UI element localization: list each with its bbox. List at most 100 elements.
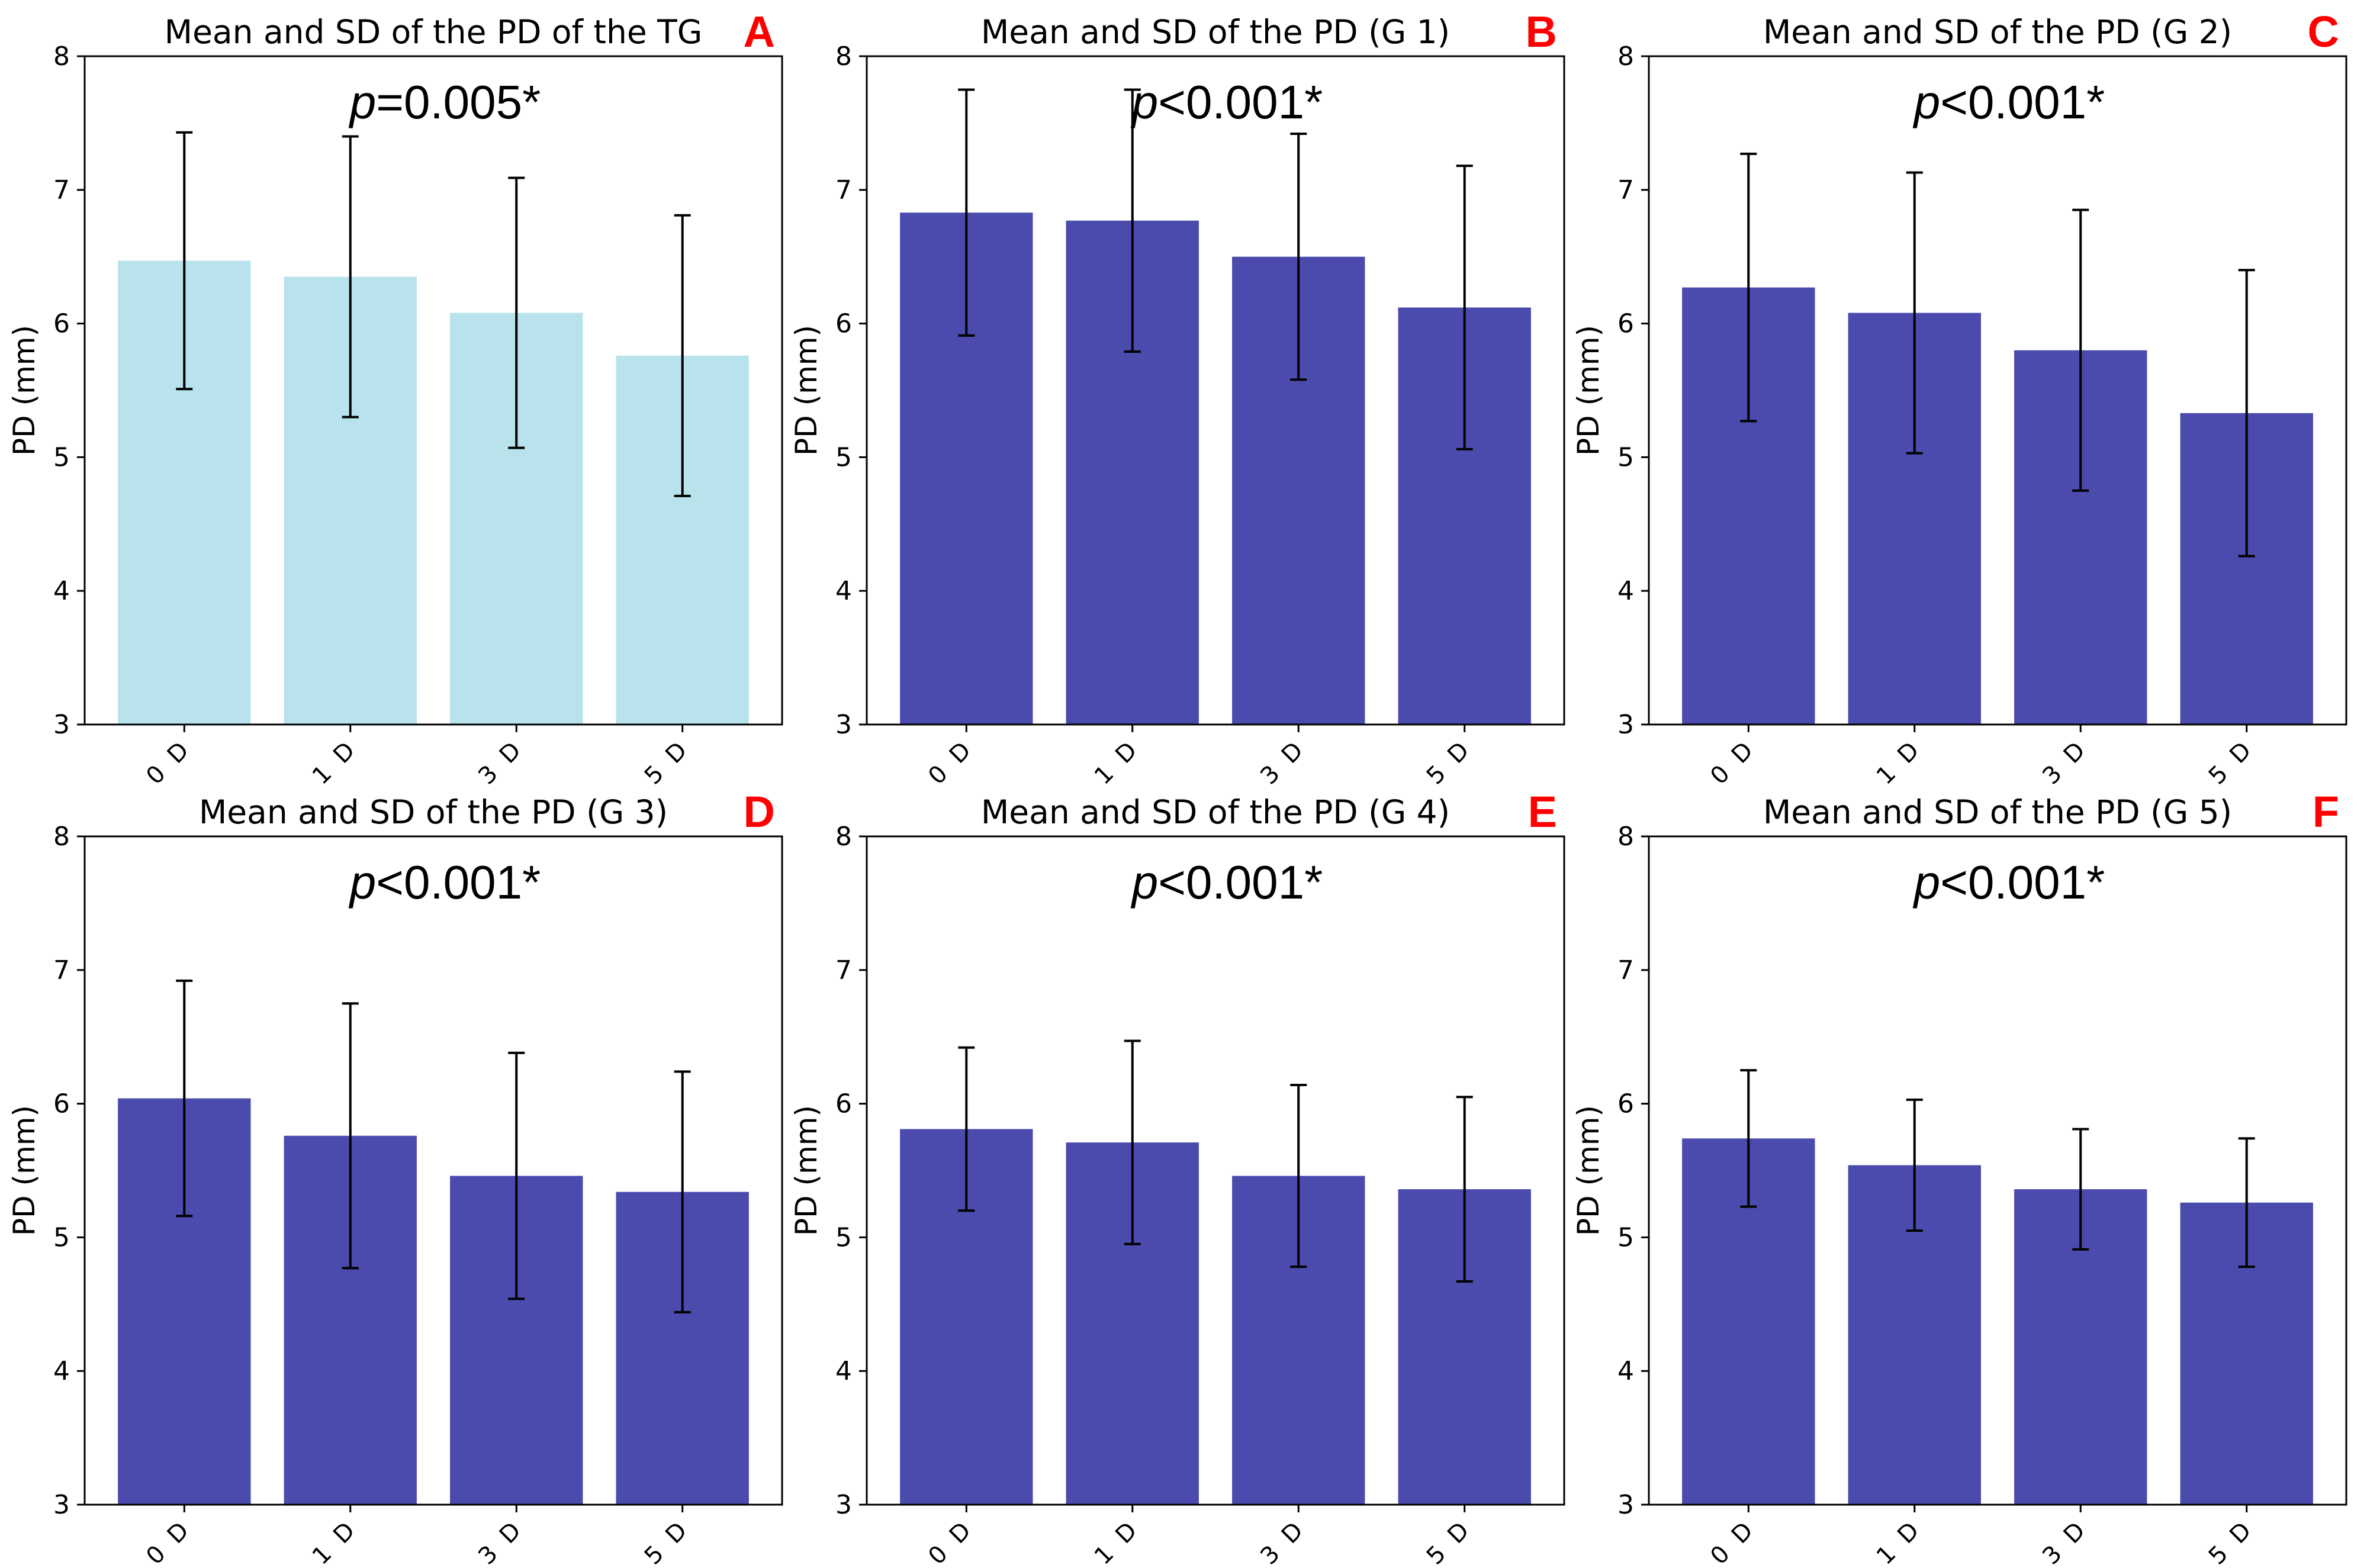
x-tick-label: 1 D [1089, 735, 1145, 790]
p-value-annotation: p<0.001* [1131, 856, 1323, 909]
p-value-symbol: p [349, 856, 377, 909]
p-value-text: <0.001* [1158, 76, 1323, 128]
y-tick-label: 7 [53, 175, 70, 205]
y-tick-label: 6 [1617, 309, 1634, 339]
y-axis-label: PD (mm) [789, 325, 824, 456]
y-tick-label: 3 [53, 1490, 70, 1520]
panel-letter: D [744, 787, 775, 836]
chart-panel-c: 0 D 1 D 3 D 5 D 3 4 5 6 7 8 PD (mm) Mean and SD of … [1571, 7, 2347, 790]
x-tick-label: 0 D [1705, 735, 1761, 790]
x-tick-label: 0 D [141, 1515, 197, 1568]
p-value-annotation: p<0.001* [1131, 76, 1323, 128]
p-value-text: <0.001* [1940, 856, 2105, 909]
y-tick-label: 4 [1617, 576, 1634, 606]
p-value-annotation: p<0.001* [349, 856, 541, 909]
y-tick-label: 7 [53, 955, 70, 986]
chart-title: Mean and SD of the PD (G 2) [1763, 13, 2232, 51]
x-tick-label: 0 D [141, 735, 197, 790]
y-axis-label: PD (mm) [1571, 1105, 1606, 1236]
y-tick-label: 5 [835, 1222, 852, 1253]
x-tick-label: 3 D [2037, 735, 2093, 790]
p-value-symbol: p [1913, 76, 1941, 128]
plot-frame [1648, 55, 2347, 726]
p-value-annotation: p<0.001* [1913, 76, 2105, 128]
x-tick-label: 5 D [2204, 1515, 2259, 1568]
chart-title: Mean and SD of the PD (G 5) [1763, 793, 2232, 831]
y-tick-label: 3 [835, 1490, 852, 1520]
panel-letter: B [1526, 7, 1557, 56]
x-tick-label: 0 D [923, 1515, 979, 1568]
y-tick-label: 4 [53, 1356, 70, 1386]
panel-letter: C [2308, 7, 2339, 56]
x-tick-label: 5 D [639, 1515, 695, 1568]
y-tick-label: 3 [835, 710, 852, 740]
chart-title: Mean and SD of the PD (G 3) [199, 793, 668, 831]
y-tick-label: 8 [53, 41, 70, 72]
x-tick-label: 5 D [1422, 1515, 1477, 1568]
x-tick-label: 0 D [923, 735, 979, 790]
x-tick-label: 5 D [1422, 735, 1477, 790]
chart-panel-d: 0 D 1 D 3 D 5 D 3 4 5 6 7 8 PD (mm) Mean and SD of … [7, 787, 783, 1568]
p-value-symbol: p [1131, 76, 1159, 128]
chart-panel-b: 0 D 1 D 3 D 5 D 3 4 5 6 7 8 PD (mm) Mean and SD of … [789, 7, 1565, 790]
chart-panel-f: 0 D 1 D 3 D 5 D 3 4 5 6 7 8 PD (mm) Mean and SD of … [1571, 787, 2347, 1568]
x-tick-label: 1 D [307, 1515, 363, 1568]
y-tick-label: 4 [1617, 1356, 1634, 1386]
y-tick-label: 4 [835, 576, 852, 606]
y-axis-label: PD (mm) [1571, 325, 1606, 456]
p-value-text: <0.001* [1940, 76, 2105, 128]
p-value-text: =0.005* [376, 76, 541, 128]
y-tick-label: 7 [835, 175, 852, 205]
y-tick-label: 8 [835, 822, 852, 852]
x-tick-label: 5 D [639, 735, 695, 790]
chart-title: Mean and SD of the PD (G 1) [981, 13, 1450, 51]
chart-title: Mean and SD of the PD of the TG [165, 13, 703, 51]
p-value-annotation: p=0.005* [349, 76, 541, 128]
x-tick-label: 3 D [1255, 1515, 1311, 1568]
panel-letter: A [744, 7, 775, 56]
x-tick-label: 1 D [1871, 1515, 1927, 1568]
x-tick-label: 3 D [473, 735, 529, 790]
y-tick-label: 3 [1617, 710, 1634, 740]
y-tick-label: 5 [1617, 1222, 1634, 1253]
y-tick-label: 7 [1617, 955, 1634, 986]
y-tick-label: 8 [53, 822, 70, 852]
plot-frame [83, 835, 783, 1506]
x-tick-label: 1 D [1871, 735, 1927, 790]
p-value-symbol: p [349, 76, 377, 128]
chart-panel-e: 0 D 1 D 3 D 5 D 3 4 5 6 7 8 PD (mm) Mean and SD of … [789, 787, 1565, 1568]
y-tick-label: 6 [53, 309, 70, 339]
y-tick-label: 5 [53, 442, 70, 472]
x-tick-label: 3 D [1255, 735, 1311, 790]
y-tick-label: 5 [53, 1222, 70, 1253]
plot-frame [866, 55, 1565, 726]
y-tick-label: 3 [1617, 1490, 1634, 1520]
y-axis-label: PD (mm) [789, 1105, 824, 1236]
y-tick-label: 7 [835, 955, 852, 986]
p-value-text: <0.001* [376, 856, 541, 909]
p-value-text: <0.001* [1158, 856, 1323, 909]
x-tick-label: 3 D [2037, 1515, 2093, 1568]
plot-frame [866, 835, 1565, 1506]
p-value-annotation: p<0.001* [1913, 856, 2105, 909]
y-tick-label: 6 [1617, 1089, 1634, 1119]
y-tick-label: 8 [835, 41, 852, 72]
x-tick-label: 3 D [473, 1515, 529, 1568]
panel-letter: F [2313, 787, 2339, 836]
x-tick-label: 1 D [307, 735, 363, 790]
y-tick-label: 7 [1617, 175, 1634, 205]
y-tick-label: 8 [1617, 822, 1634, 852]
y-axis-label: PD (mm) [7, 325, 41, 456]
x-tick-label: 1 D [1089, 1515, 1145, 1568]
p-value-symbol: p [1913, 856, 1941, 909]
y-axis-label: PD (mm) [7, 1105, 41, 1236]
x-tick-label: 0 D [1705, 1515, 1761, 1568]
y-tick-label: 4 [53, 576, 70, 606]
y-tick-label: 6 [53, 1089, 70, 1119]
y-tick-label: 5 [835, 442, 852, 472]
chart-title: Mean and SD of the PD (G 4) [981, 793, 1450, 831]
x-tick-label: 5 D [2204, 735, 2259, 790]
y-tick-label: 5 [1617, 442, 1634, 472]
y-tick-label: 3 [53, 710, 70, 740]
